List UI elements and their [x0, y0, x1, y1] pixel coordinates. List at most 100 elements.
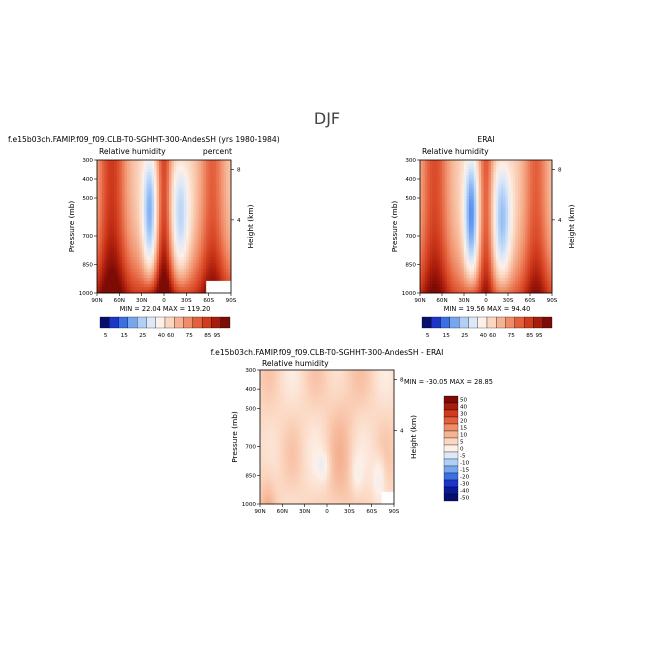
heatmap-cell — [226, 217, 229, 220]
heatmap-cell — [221, 175, 224, 178]
heatmap-cell — [540, 202, 543, 205]
heatmap-cell — [535, 196, 538, 199]
heatmap-cell — [204, 248, 207, 251]
heatmap-cell — [523, 205, 526, 208]
heatmap-cell — [422, 175, 425, 178]
heatmap-cell — [262, 379, 265, 382]
heatmap-cell — [134, 254, 137, 257]
heatmap-cell — [109, 205, 112, 208]
heatmap-cell — [447, 205, 450, 208]
heatmap-cell — [166, 166, 169, 169]
heatmap-cell — [181, 208, 184, 211]
heatmap-cell — [506, 242, 509, 245]
heatmap-cell — [486, 208, 489, 211]
heatmap-cell — [164, 272, 167, 275]
heatmap-cell — [474, 199, 477, 202]
heatmap-cell — [221, 205, 224, 208]
heatmap-cell — [211, 287, 214, 290]
heatmap-cell — [102, 211, 105, 214]
heatmap-cell — [530, 217, 533, 220]
heatmap-cell — [518, 199, 521, 202]
heatmap-cell — [221, 275, 224, 278]
heatmap-cell — [513, 217, 516, 220]
heatmap-cell — [513, 172, 516, 175]
heatmap-cell — [486, 233, 489, 236]
heatmap-cell — [444, 202, 447, 205]
heatmap-cell — [157, 214, 160, 217]
heatmap-cell — [488, 169, 491, 172]
heatmap-cells — [420, 160, 552, 293]
heatmap-cell — [542, 281, 545, 284]
heatmap-cell — [104, 178, 107, 181]
heatmap-cell — [154, 236, 157, 239]
heatmap-cell — [493, 272, 496, 275]
heatmap-cell — [530, 196, 533, 199]
heatmap-cell — [216, 220, 219, 223]
heatmap-cell — [114, 242, 117, 245]
heatmap-cell — [528, 166, 531, 169]
heatmap-cell — [442, 269, 445, 272]
heatmap-cell — [484, 236, 487, 239]
heatmap-cell — [488, 281, 491, 284]
heatmap-cell — [97, 239, 100, 242]
heatmap-cell — [179, 269, 182, 272]
heatmap-cell — [510, 287, 513, 290]
heatmap-cell — [432, 269, 435, 272]
heatmap-cell — [523, 233, 526, 236]
heatmap-cell — [209, 205, 212, 208]
heatmap-cell — [435, 278, 438, 281]
heatmap-cell — [139, 281, 142, 284]
heatmap-cell — [211, 184, 214, 187]
heatmap-cell — [530, 172, 533, 175]
heatmap-cell — [469, 205, 472, 208]
heatmap-cell — [186, 220, 189, 223]
heatmap-cell — [469, 233, 472, 236]
heatmap-cell — [199, 175, 202, 178]
heatmap-cell — [162, 223, 165, 226]
heatmap-cell — [444, 242, 447, 245]
heatmap-cell — [515, 266, 518, 269]
heatmap-cell — [164, 263, 167, 266]
heatmap-cell — [476, 227, 479, 230]
heatmap-cells — [260, 370, 394, 504]
heatmap-cell — [104, 169, 107, 172]
colorbar-swatch — [450, 317, 459, 328]
heatmap-cell — [117, 196, 120, 199]
heatmap-cell — [149, 233, 152, 236]
heatmap-cell — [466, 248, 469, 251]
heatmap-cell — [179, 227, 182, 230]
heatmap-cell — [501, 233, 504, 236]
heatmap-cell — [209, 202, 212, 205]
heatmap-cell — [422, 172, 425, 175]
heatmap-cell — [179, 230, 182, 233]
heatmap-cell — [545, 251, 548, 254]
heatmap-cell — [476, 284, 479, 287]
heatmap-cell — [430, 239, 433, 242]
heatmap-cell — [206, 284, 209, 287]
heatmap-cell — [496, 230, 499, 233]
heatmap-cell — [422, 227, 425, 230]
heatmap-cell — [442, 196, 445, 199]
heatmap-cell — [462, 260, 465, 263]
heatmap-cell — [457, 266, 460, 269]
heatmap-cell — [513, 175, 516, 178]
heatmap-cell — [129, 223, 132, 226]
heatmap-cell — [179, 184, 182, 187]
heatmap-cell — [174, 275, 177, 278]
heatmap-cell — [481, 196, 484, 199]
heatmap-cell — [132, 239, 135, 242]
heatmap-cell — [459, 251, 462, 254]
heatmap-cell — [503, 287, 506, 290]
heatmap-cell — [199, 236, 202, 239]
heatmap-cell — [219, 266, 222, 269]
heatmap-cell — [171, 266, 174, 269]
heatmap-cell — [174, 160, 177, 163]
heatmap-cell — [194, 178, 197, 181]
heatmap-cell — [216, 178, 219, 181]
y-tick-label: 1000 — [402, 291, 417, 297]
heatmap-cell — [104, 166, 107, 169]
colorbar-swatch — [468, 317, 477, 328]
heatmap-cell — [498, 163, 501, 166]
heatmap-cell — [420, 278, 423, 281]
heatmap-cell — [427, 227, 430, 230]
